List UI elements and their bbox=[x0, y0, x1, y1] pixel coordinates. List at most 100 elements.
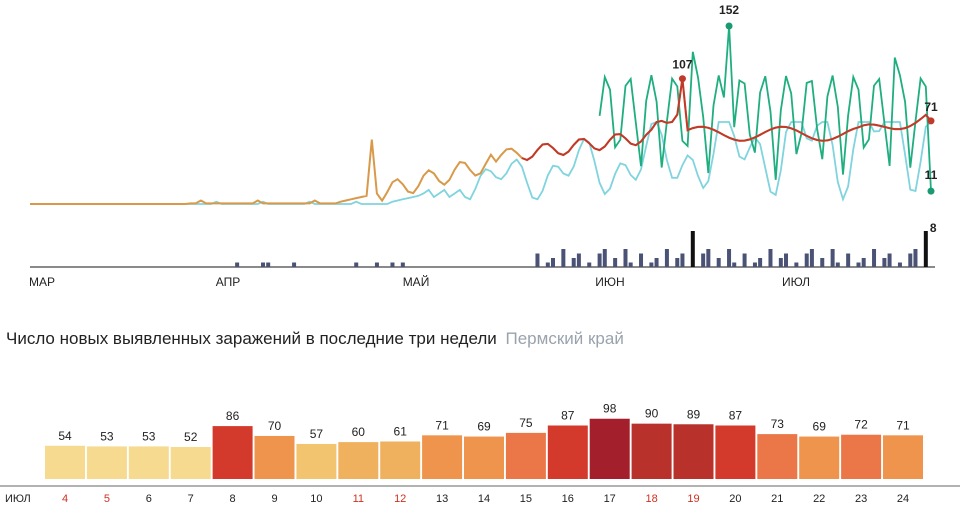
daily-bar bbox=[680, 253, 685, 267]
region-label: Пермский край bbox=[505, 329, 624, 348]
daily-bar bbox=[623, 249, 628, 267]
day-bar bbox=[45, 445, 85, 479]
day-bar bbox=[841, 434, 882, 479]
day-tick-label: 19 bbox=[687, 493, 699, 505]
day-bar bbox=[128, 446, 169, 479]
daily-bar bbox=[597, 253, 602, 267]
day-value-label: 69 bbox=[477, 420, 491, 434]
day-bar bbox=[464, 436, 504, 479]
month-axis-label: ИЮЛ bbox=[5, 493, 31, 505]
daily-bar bbox=[639, 253, 644, 267]
annotation-dot bbox=[927, 187, 935, 195]
daily-bar bbox=[913, 249, 918, 267]
day-value-label: 87 bbox=[561, 408, 575, 422]
month-tick-label: АПР bbox=[216, 275, 241, 289]
red-avg-line bbox=[521, 78, 932, 162]
daily-bar bbox=[768, 249, 773, 267]
daily-bar bbox=[664, 249, 669, 267]
day-value-label: 70 bbox=[268, 419, 282, 433]
daily-bar bbox=[400, 262, 405, 267]
daily-bar bbox=[846, 253, 851, 267]
daily-bar bbox=[872, 249, 877, 267]
annotation-label: 152 bbox=[719, 3, 739, 17]
day-value-label: 53 bbox=[100, 429, 114, 443]
day-tick-label: 8 bbox=[230, 493, 236, 505]
day-value-label: 71 bbox=[435, 418, 449, 432]
day-value-label: 71 bbox=[896, 418, 910, 432]
day-value-label: 54 bbox=[58, 429, 72, 443]
daily-bar bbox=[571, 258, 576, 267]
light-series-line bbox=[30, 120, 932, 205]
day-value-label: 72 bbox=[854, 418, 868, 432]
daily-bar bbox=[261, 262, 266, 267]
day-bar bbox=[883, 435, 923, 479]
day-tick-label: 6 bbox=[146, 493, 152, 505]
day-bar bbox=[505, 432, 546, 479]
daily-bar bbox=[794, 262, 799, 267]
annotation-label: 71 bbox=[924, 100, 938, 114]
day-tick-label: 9 bbox=[271, 493, 277, 505]
daily-bar bbox=[587, 262, 592, 267]
day-bar bbox=[589, 418, 630, 479]
day-bar bbox=[338, 442, 379, 479]
section-title-text: Число новых выявленных заражений в после… bbox=[6, 329, 497, 348]
month-tick-label: МАР bbox=[29, 275, 55, 289]
day-value-label: 60 bbox=[352, 425, 366, 439]
daily-bar bbox=[830, 249, 835, 267]
daily-bar bbox=[897, 262, 902, 267]
daily-bar bbox=[706, 249, 711, 267]
day-tick-label: 14 bbox=[478, 493, 490, 505]
day-value-label: 69 bbox=[813, 420, 827, 434]
day-bar bbox=[380, 441, 421, 479]
day-tick-label: 24 bbox=[897, 493, 909, 505]
daily-bar bbox=[235, 262, 240, 267]
day-tick-label: 5 bbox=[104, 493, 110, 505]
annotation-label: 11 bbox=[925, 168, 938, 182]
day-value-label: 86 bbox=[226, 409, 240, 423]
daily-bar bbox=[784, 253, 789, 267]
daily-bar bbox=[654, 258, 659, 267]
day-tick-label: 16 bbox=[562, 493, 574, 505]
daily-bar bbox=[887, 253, 892, 267]
day-tick-label: 4 bbox=[62, 493, 68, 505]
daily-bar bbox=[820, 258, 825, 267]
day-tick-label: 23 bbox=[855, 493, 867, 505]
daily-bar bbox=[778, 258, 783, 267]
daily-bar bbox=[374, 262, 379, 267]
daily-bar bbox=[602, 249, 607, 267]
daily-bar bbox=[390, 262, 395, 267]
day-tick-label: 21 bbox=[771, 493, 783, 505]
annotation-dot bbox=[927, 117, 935, 125]
day-value-label: 61 bbox=[394, 424, 408, 438]
daily-bar bbox=[804, 253, 809, 267]
day-tick-label: 20 bbox=[729, 493, 741, 505]
daily-bar bbox=[758, 258, 763, 267]
annotation-label: 107 bbox=[672, 58, 692, 72]
day-value-label: 73 bbox=[771, 417, 785, 431]
daily-bar bbox=[545, 262, 550, 267]
day-value-label: 90 bbox=[645, 407, 659, 421]
annotation-label-bars: 8 bbox=[930, 221, 937, 235]
day-bar bbox=[170, 447, 211, 479]
day-tick-label: 18 bbox=[645, 493, 657, 505]
day-bar bbox=[254, 435, 295, 479]
daily-bar bbox=[732, 262, 737, 267]
daily-bar bbox=[535, 253, 540, 267]
daily-bar bbox=[550, 258, 555, 267]
daily-bar bbox=[649, 262, 654, 267]
daily-bar bbox=[727, 249, 732, 267]
day-bar bbox=[86, 446, 127, 479]
day-value-label: 87 bbox=[729, 408, 743, 422]
daily-bar bbox=[882, 258, 887, 267]
day-value-label: 57 bbox=[310, 427, 324, 441]
day-tick-label: 7 bbox=[188, 493, 194, 505]
day-tick-label: 15 bbox=[520, 493, 532, 505]
daily-bar bbox=[701, 253, 706, 267]
day-bar bbox=[673, 424, 714, 479]
daily-bar bbox=[613, 258, 618, 267]
day-tick-label: 13 bbox=[436, 493, 448, 505]
daily-bar bbox=[292, 262, 297, 267]
day-value-label: 89 bbox=[687, 407, 701, 421]
day-bar bbox=[296, 443, 337, 479]
top-timeline-chart: 152 107 71 11 8 МАР АПР МАЙ ИЮН ИЮЛ bbox=[29, 3, 938, 289]
